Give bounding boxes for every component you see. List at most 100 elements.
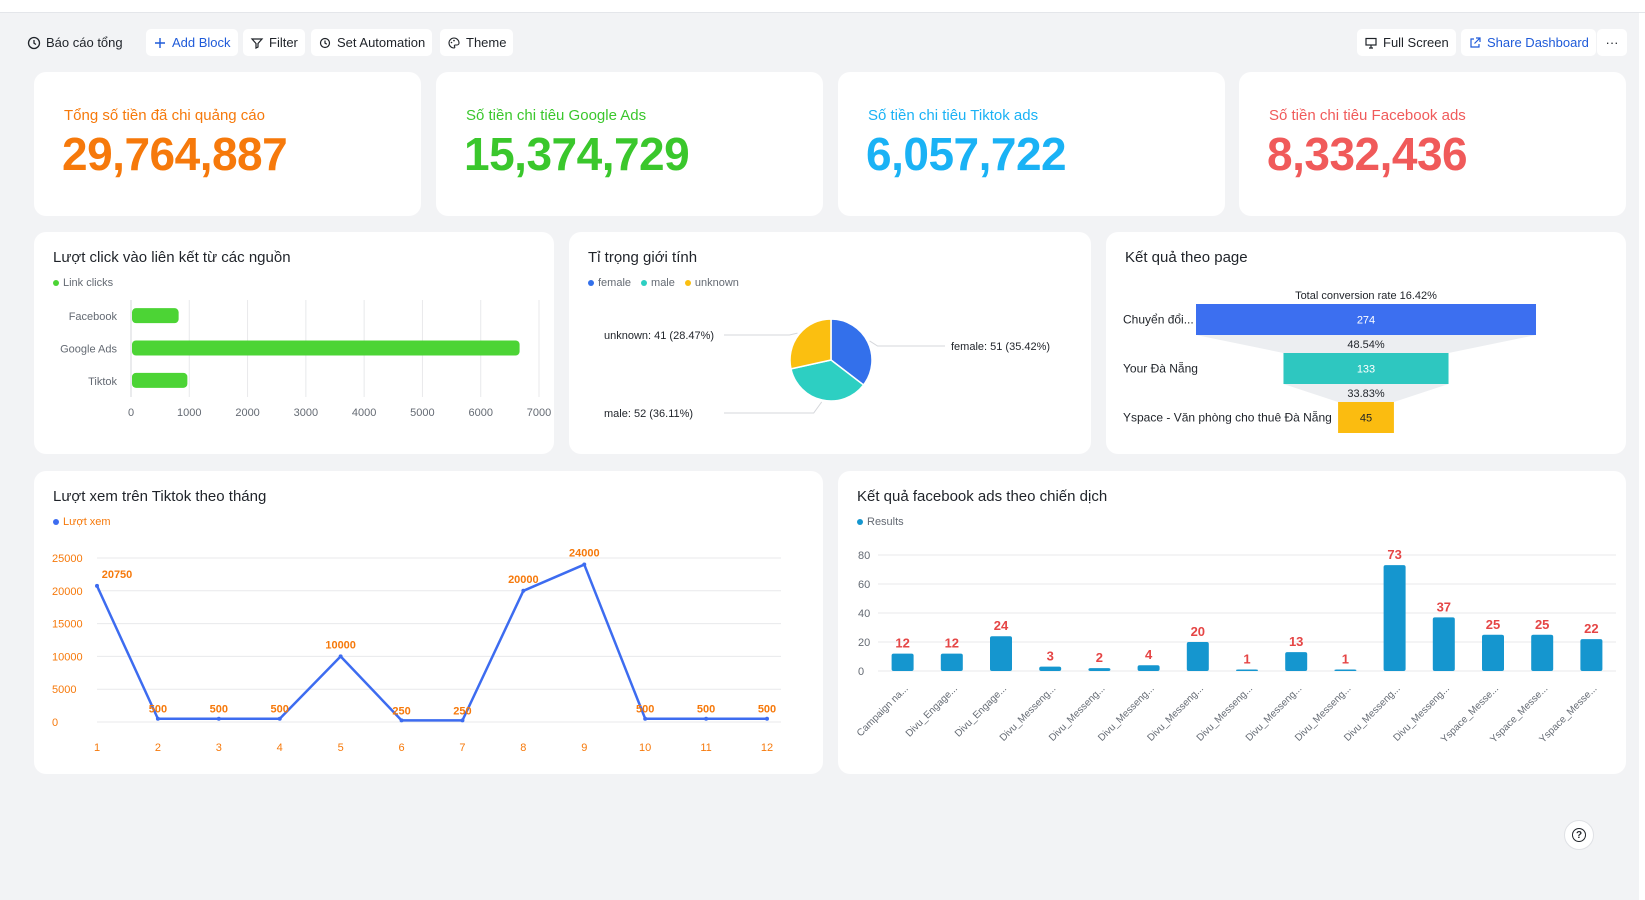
automation-icon xyxy=(318,36,332,50)
full-screen-button[interactable]: Full Screen xyxy=(1357,29,1456,56)
funnel-stage-value: 45 xyxy=(1360,413,1372,425)
data-label: 24000 xyxy=(569,548,600,560)
palette-icon xyxy=(447,36,461,50)
question-icon: ? xyxy=(1572,828,1586,842)
data-label: 500 xyxy=(697,704,715,716)
y-tick-label: 60 xyxy=(858,579,870,591)
gender-pie-chart-card: Tỉ trọng giới tính female male unknown f… xyxy=(569,232,1091,454)
y-tick-label: 20 xyxy=(858,637,870,649)
data-label: 1 xyxy=(1243,652,1250,667)
bar xyxy=(891,653,914,671)
data-point xyxy=(216,716,221,721)
data-label: 500 xyxy=(149,704,167,716)
x-tick-label: Divu_Engage... xyxy=(953,683,1009,739)
chart-legend: Link clicks xyxy=(53,277,113,289)
top-border xyxy=(0,0,1645,13)
y-tick-label: Facebook xyxy=(69,311,118,323)
kpi-label: Số tiền chi tiêu Tiktok ads xyxy=(868,107,1039,124)
bar xyxy=(990,636,1012,671)
data-label: 24 xyxy=(994,618,1009,633)
x-tick-label: Campaign na... xyxy=(855,683,911,739)
filter-button[interactable]: Filter xyxy=(243,29,305,56)
kpi-card-total: Tổng số tiền đã chi quảng cáo 29,764,887 xyxy=(34,72,421,216)
x-tick-label: 2 xyxy=(155,742,161,754)
x-tick-label: 1 xyxy=(94,742,100,754)
y-tick-label: 0 xyxy=(858,666,864,678)
data-point xyxy=(765,716,769,721)
report-title-button[interactable]: Báo cáo tổng xyxy=(20,29,130,56)
legend-item[interactable]: unknown xyxy=(684,277,739,289)
x-tick-label: 11 xyxy=(700,742,711,754)
legend-item[interactable]: Lượt xem xyxy=(53,516,111,528)
funnel-stage-value: 274 xyxy=(1357,315,1375,327)
theme-label: Theme xyxy=(466,35,507,50)
funnel-plot: Total conversion rate 16.42% 48.54% 33.83%… xyxy=(1123,290,1536,433)
data-label: 12 xyxy=(895,636,909,651)
funnel-stage-bar xyxy=(1196,304,1536,335)
data-label: 2 xyxy=(1096,650,1103,665)
y-tick-label: 5000 xyxy=(52,684,76,696)
set-automation-button[interactable]: Set Automation xyxy=(311,29,433,56)
x-tick-label: Divu_Engage... xyxy=(904,683,960,739)
data-label: 25 xyxy=(1486,617,1500,632)
kpi-value: 29,764,887 xyxy=(62,128,288,180)
legend-item[interactable]: male xyxy=(641,277,675,289)
right-strip xyxy=(1639,13,1645,900)
funnel-stage-label: Yspace - Văn phòng cho thuê Đà Nẵng xyxy=(1123,410,1332,425)
clock-icon xyxy=(27,36,41,50)
help-button[interactable]: ? xyxy=(1564,820,1594,850)
data-label: 3 xyxy=(1047,649,1054,664)
data-label: 4 xyxy=(1145,647,1153,662)
funnel-stage-label: Your Đà Nẵng xyxy=(1123,361,1198,376)
data-label: 500 xyxy=(636,704,654,716)
data-label: 20750 xyxy=(102,569,133,581)
funnel-conversion-label: 33.83% xyxy=(1347,388,1385,400)
report-title: Báo cáo tổng xyxy=(46,35,123,50)
legend-item[interactable]: female xyxy=(588,277,631,289)
legend-item[interactable]: Results xyxy=(857,516,904,528)
pie-slice xyxy=(789,318,832,370)
legend-item[interactable]: Link clicks xyxy=(53,277,113,289)
data-point xyxy=(582,562,587,567)
bar xyxy=(1137,665,1160,671)
data-label: 500 xyxy=(271,704,289,716)
kpi-card-google: Số tiền chi tiêu Google Ads 15,374,729 xyxy=(436,72,823,216)
chart-legend: Results xyxy=(857,516,904,528)
x-tick-label: 6000 xyxy=(468,407,492,419)
legend-label: unknown xyxy=(694,277,739,289)
legend-label: male xyxy=(651,277,675,289)
legend-label: Link clicks xyxy=(63,277,114,289)
series-line xyxy=(95,563,767,722)
x-tick-label: 9 xyxy=(581,742,587,754)
tiktok-views-line-card: Lượt xem trên Tiktok theo tháng Lượt xem… xyxy=(34,471,823,774)
data-point xyxy=(704,716,709,721)
link-clicks-chart-card: Lượt click vào liên kết từ các nguồn Lin… xyxy=(34,232,554,454)
x-tick-label: 7000 xyxy=(527,407,551,419)
y-tick-label: 15000 xyxy=(52,619,83,631)
legend-label: female xyxy=(598,277,632,289)
data-label: 250 xyxy=(453,705,471,717)
add-block-button[interactable]: Add Block xyxy=(146,29,238,56)
bar xyxy=(1039,666,1062,671)
y-tick-label: 0 xyxy=(52,717,58,729)
kpi-value: 6,057,722 xyxy=(866,128,1067,180)
more-icon: ··· xyxy=(1605,35,1619,50)
share-dashboard-button[interactable]: Share Dashboard xyxy=(1461,29,1596,56)
more-options-button[interactable]: ··· xyxy=(1597,29,1627,56)
bar xyxy=(1088,668,1111,671)
bar xyxy=(1531,634,1554,671)
data-label: 13 xyxy=(1289,634,1303,649)
pie-data-label: male: 52 (36.11%) xyxy=(604,408,693,420)
facebook-campaign-results-card: Kết quả facebook ads theo chiến dịch Res… xyxy=(838,471,1626,774)
data-label: 37 xyxy=(1437,599,1451,614)
share-dashboard-label: Share Dashboard xyxy=(1487,35,1589,50)
pie-slice xyxy=(830,318,873,387)
y-tick-label: 80 xyxy=(858,550,870,562)
theme-button[interactable]: Theme xyxy=(440,29,514,56)
data-point xyxy=(338,654,343,659)
funnel-conversion-label: 48.54% xyxy=(1347,339,1385,351)
filter-label: Filter xyxy=(269,35,298,50)
bar xyxy=(132,372,188,388)
funnel-connector xyxy=(1283,384,1449,402)
